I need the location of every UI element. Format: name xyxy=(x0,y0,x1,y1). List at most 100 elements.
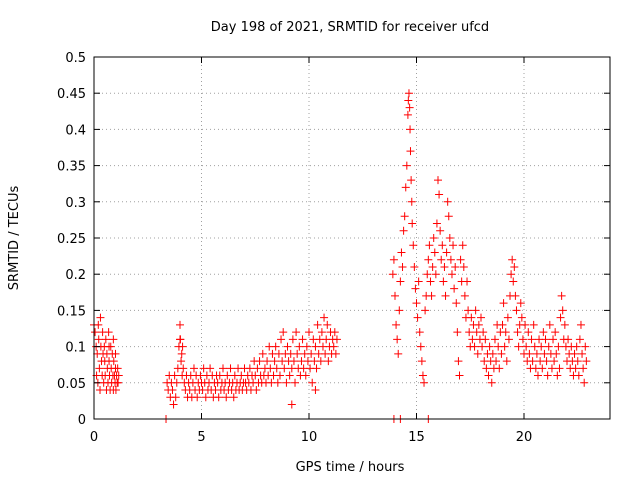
data-point xyxy=(409,241,418,250)
y-tick-labels: 0 0.05 0.1 0.15 0.2 0.25 0.3 0.35 0.4 0.45 0.5 xyxy=(57,51,86,428)
data-point xyxy=(427,291,436,300)
data-point xyxy=(440,262,449,271)
data-point xyxy=(177,349,186,358)
data-point xyxy=(316,357,325,366)
data-point xyxy=(579,364,588,373)
data-point xyxy=(575,335,584,344)
data-point xyxy=(111,349,120,358)
data-point xyxy=(499,299,508,308)
data-point xyxy=(518,335,527,344)
data-point xyxy=(542,357,551,366)
data-point xyxy=(555,364,564,373)
data-point xyxy=(558,306,567,315)
x-tick-label: 10 xyxy=(301,430,318,445)
data-point xyxy=(400,212,409,221)
data-point xyxy=(401,183,410,192)
data-point xyxy=(313,320,322,329)
data-point xyxy=(554,342,563,351)
data-point xyxy=(537,342,546,351)
data-point xyxy=(287,400,296,409)
grid-lines xyxy=(94,57,610,419)
data-point xyxy=(455,371,464,380)
y-tick-label: 0.25 xyxy=(57,232,86,247)
data-point xyxy=(420,378,429,387)
data-point xyxy=(279,328,288,337)
data-point xyxy=(317,328,326,337)
data-point xyxy=(273,378,282,387)
data-point xyxy=(517,313,526,322)
data-point xyxy=(539,328,548,337)
data-point xyxy=(504,335,513,344)
data-point xyxy=(478,342,487,351)
data-point xyxy=(525,349,534,358)
data-point xyxy=(574,371,583,380)
data-point xyxy=(481,335,490,344)
data-point xyxy=(275,371,284,380)
data-point xyxy=(551,328,560,337)
data-point xyxy=(459,262,468,271)
y-tick-label: 0 xyxy=(78,413,86,428)
y-tick-label: 0.15 xyxy=(57,304,86,319)
data-point xyxy=(547,364,556,373)
data-point xyxy=(418,371,427,380)
chart-title: Day 198 of 2021, SRMTID for receiver ufc… xyxy=(211,20,489,35)
data-point xyxy=(447,270,456,279)
data-point xyxy=(498,320,507,329)
data-point xyxy=(415,328,424,337)
data-point xyxy=(514,342,523,351)
data-point xyxy=(552,349,561,358)
data-point xyxy=(428,262,437,271)
data-point xyxy=(308,378,317,387)
data-point xyxy=(412,299,421,308)
data-point xyxy=(405,103,414,112)
data-point xyxy=(312,364,321,373)
data-point xyxy=(109,335,118,344)
data-point xyxy=(454,357,463,366)
data-point xyxy=(460,291,469,300)
data-point xyxy=(398,262,407,271)
data-point xyxy=(442,248,451,257)
data-point xyxy=(399,226,408,235)
data-point xyxy=(434,176,442,185)
data-point xyxy=(576,320,585,329)
data-point xyxy=(393,335,402,344)
data-point xyxy=(571,364,580,373)
data-point xyxy=(403,110,412,119)
data-point xyxy=(255,357,264,366)
data-point xyxy=(560,320,569,329)
data-point xyxy=(389,255,398,264)
data-point xyxy=(330,328,339,337)
data-point xyxy=(441,291,450,300)
data-point xyxy=(311,342,320,351)
data-point xyxy=(222,393,231,402)
data-point xyxy=(477,313,485,322)
data-point xyxy=(524,328,533,337)
data-point xyxy=(272,364,281,373)
data-point xyxy=(414,277,423,286)
data-point xyxy=(291,378,300,387)
data-point xyxy=(397,248,406,257)
data-point xyxy=(490,335,499,344)
data-point xyxy=(193,393,202,402)
data-point xyxy=(432,219,441,228)
data-point xyxy=(277,335,286,344)
data-point xyxy=(229,393,238,402)
data-point xyxy=(443,197,452,206)
data-point xyxy=(298,335,307,344)
data-point xyxy=(105,342,114,351)
data-point xyxy=(424,255,433,264)
x-tick-label: 5 xyxy=(197,430,205,445)
data-point xyxy=(582,357,591,366)
data-point xyxy=(176,335,184,344)
data-point xyxy=(470,342,479,351)
data-point xyxy=(270,357,279,366)
data-point xyxy=(320,313,329,322)
data-point xyxy=(456,255,465,264)
data-point xyxy=(289,357,298,366)
data-point xyxy=(113,364,122,373)
data-point xyxy=(295,342,304,351)
data-point xyxy=(425,241,434,250)
data-point xyxy=(282,378,291,387)
y-axis-label: SRMTID / TECUs xyxy=(7,186,22,291)
data-point xyxy=(564,335,573,344)
